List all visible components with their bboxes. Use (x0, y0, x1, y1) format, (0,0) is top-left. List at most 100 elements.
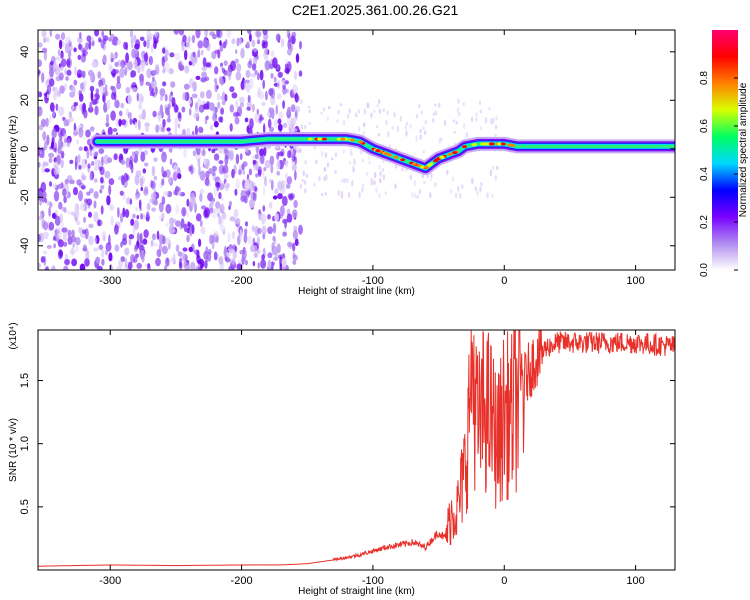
noise-speck (199, 170, 206, 181)
noise-speck (96, 265, 103, 270)
noise-speck (224, 93, 228, 102)
noise-speck (202, 57, 207, 67)
noise-speck (106, 113, 109, 125)
noise-speck (54, 61, 58, 70)
ridge-peak (424, 165, 429, 169)
noise-speck (189, 261, 196, 270)
noise-speck (315, 159, 318, 165)
noise-speck (382, 159, 385, 164)
noise-speck (236, 63, 242, 73)
noise-speck (288, 194, 294, 201)
noise-speck (201, 149, 206, 157)
noise-speck (89, 126, 95, 132)
noise-speck (174, 117, 179, 127)
noise-speck (108, 252, 113, 262)
noise-speck (478, 100, 482, 105)
noise-speck (211, 210, 217, 219)
noise-speck (139, 177, 144, 187)
noise-speck (324, 152, 328, 159)
noise-speck (152, 242, 158, 247)
noise-speck (361, 183, 365, 188)
noise-speck (114, 244, 120, 252)
noise-speck (457, 185, 460, 192)
noise-speck (94, 30, 100, 37)
noise-speck (114, 99, 120, 109)
noise-speck (470, 116, 474, 122)
noise-speck (145, 125, 150, 133)
y-tick-label: -40 (19, 238, 31, 254)
noise-speck (292, 209, 298, 218)
noise-speck (461, 184, 464, 189)
noise-speck (189, 228, 193, 237)
noise-speck (211, 170, 216, 177)
noise-speck (89, 188, 94, 194)
noise-speck (275, 104, 278, 115)
noise-speck (220, 78, 224, 86)
noise-speck (229, 123, 233, 132)
noise-speck (246, 106, 251, 111)
noise-speck (177, 123, 181, 129)
noise-speck (200, 226, 206, 235)
noise-speck (153, 175, 158, 181)
noise-speck (182, 91, 188, 101)
noise-speck (187, 221, 191, 228)
noise-speck (282, 231, 287, 237)
noise-speck (248, 180, 255, 192)
noise-speck (54, 215, 61, 226)
noise-speck (231, 231, 236, 240)
noise-speck (88, 223, 94, 229)
noise-speck (90, 90, 94, 102)
noise-speck (83, 216, 86, 223)
noise-speck (474, 186, 478, 192)
noise-speck (261, 101, 266, 107)
noise-speck (434, 103, 437, 107)
noise-speck (277, 123, 283, 132)
noise-speck (116, 39, 122, 46)
noise-speck (127, 61, 133, 71)
noise-speck (51, 265, 56, 270)
noise-speck (149, 91, 155, 97)
noise-speck (256, 236, 260, 247)
noise-speck (264, 47, 269, 55)
noise-speck (252, 190, 257, 202)
noise-speck (265, 90, 268, 101)
noise-speck (102, 95, 105, 102)
noise-speck (100, 185, 105, 190)
noise-speck (218, 116, 223, 123)
noise-speck (292, 259, 297, 265)
noise-speck (286, 88, 289, 94)
noise-speck (114, 61, 119, 67)
noise-speck (491, 193, 494, 198)
noise-speck (347, 113, 350, 119)
noise-speck (134, 150, 139, 157)
noise-speck (240, 189, 247, 200)
noise-speck (127, 261, 133, 270)
noise-speck (424, 120, 427, 125)
noise-speck (62, 142, 68, 148)
noise-speck (60, 32, 66, 40)
noise-speck (98, 166, 103, 171)
noise-speck (43, 51, 48, 61)
noise-speck (195, 75, 201, 80)
noise-speck (199, 219, 203, 228)
noise-speck (300, 124, 304, 130)
noise-speck (38, 42, 43, 48)
noise-speck (251, 39, 256, 48)
noise-speck (277, 151, 284, 157)
noise-speck (274, 213, 279, 222)
noise-speck (180, 218, 185, 229)
noise-speck (49, 30, 52, 37)
noise-speck (81, 158, 87, 169)
noise-speck (179, 30, 184, 36)
noise-speck (226, 30, 232, 38)
noise-speck (247, 60, 252, 69)
noise-speck (203, 39, 210, 49)
noise-speck (77, 73, 82, 78)
noise-speck (494, 124, 498, 130)
noise-speck (455, 121, 458, 125)
noise-speck (146, 39, 150, 49)
noise-speck (494, 175, 497, 181)
noise-speck (86, 148, 90, 159)
x-tick-label: 0 (501, 275, 507, 287)
noise-speck (245, 79, 250, 84)
